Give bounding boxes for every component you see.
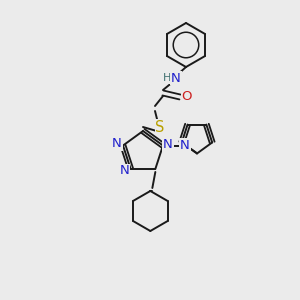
- Text: H: H: [163, 73, 171, 83]
- Text: N: N: [163, 138, 173, 151]
- Text: S: S: [155, 119, 165, 134]
- Text: O: O: [182, 91, 192, 103]
- Text: N: N: [112, 137, 122, 150]
- Text: N: N: [120, 164, 130, 178]
- Text: N: N: [180, 139, 190, 152]
- Text: N: N: [171, 71, 181, 85]
